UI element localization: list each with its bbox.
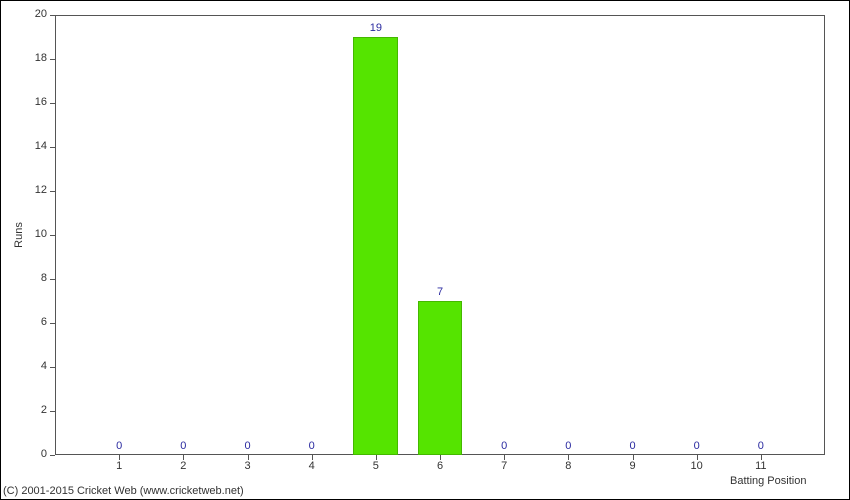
bar-value-label: 0 [548,440,588,452]
bar-value-label: 0 [228,440,268,452]
y-tick-mark [50,15,55,16]
x-tick-mark [568,455,569,460]
y-tick-label: 18 [27,52,47,64]
x-tick-label: 9 [618,460,648,472]
y-tick-label: 12 [27,184,47,196]
x-tick-label: 10 [682,460,712,472]
x-tick-mark [376,455,377,460]
y-tick-mark [50,191,55,192]
bar-value-label: 0 [677,440,717,452]
bar-value-label: 0 [484,440,524,452]
y-tick-mark [50,323,55,324]
bar-value-label: 0 [163,440,203,452]
x-tick-mark [248,455,249,460]
y-tick-label: 0 [27,448,47,460]
y-tick-mark [50,59,55,60]
x-tick-mark [761,455,762,460]
x-tick-mark [504,455,505,460]
y-tick-label: 10 [27,228,47,240]
bar-value-label: 0 [741,440,781,452]
y-tick-label: 2 [27,404,47,416]
x-tick-mark [633,455,634,460]
y-tick-label: 6 [27,316,47,328]
y-tick-label: 16 [27,96,47,108]
x-tick-mark [440,455,441,460]
y-tick-mark [50,235,55,236]
x-tick-label: 2 [168,460,198,472]
x-tick-label: 6 [425,460,455,472]
y-tick-label: 8 [27,272,47,284]
y-tick-mark [50,147,55,148]
bar-value-label: 0 [613,440,653,452]
x-tick-label: 1 [104,460,134,472]
x-tick-label: 11 [746,460,776,472]
x-tick-mark [312,455,313,460]
y-tick-mark [50,455,55,456]
y-tick-label: 4 [27,360,47,372]
y-tick-mark [50,279,55,280]
x-tick-label: 8 [553,460,583,472]
x-tick-label: 5 [361,460,391,472]
x-tick-label: 3 [233,460,263,472]
y-tick-mark [50,411,55,412]
bar [418,301,463,455]
bar-value-label: 0 [292,440,332,452]
bar-value-label: 7 [420,286,460,298]
x-tick-mark [119,455,120,460]
bar-value-label: 0 [99,440,139,452]
x-tick-mark [697,455,698,460]
y-tick-mark [50,103,55,104]
bar [353,37,398,455]
y-tick-label: 14 [27,140,47,152]
y-axis-label: Runs [13,222,25,248]
x-tick-label: 4 [297,460,327,472]
copyright-text: (C) 2001-2015 Cricket Web (www.cricketwe… [3,485,244,497]
y-tick-label: 20 [27,8,47,20]
x-tick-mark [183,455,184,460]
bar-value-label: 19 [356,22,396,34]
y-tick-mark [50,367,55,368]
x-tick-label: 7 [489,460,519,472]
x-axis-label: Batting Position [730,475,806,487]
